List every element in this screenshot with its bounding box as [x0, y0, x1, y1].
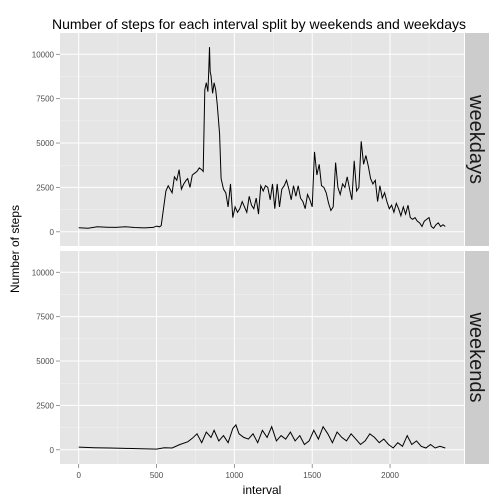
y-tick-label: 0 — [50, 446, 55, 455]
y-tick-label: 5000 — [36, 357, 54, 366]
chart-title: Number of steps for each interval split … — [52, 16, 466, 32]
y-tick-label: 10000 — [32, 268, 55, 277]
x-tick-label: 1000 — [225, 471, 243, 480]
strip-label-weekdays: weekdays — [465, 94, 487, 184]
y-axis-weekends: 0 2500 5000 7500 10000 — [32, 268, 60, 455]
y-tick-label: 2500 — [36, 183, 54, 192]
y-tick-label: 5000 — [36, 139, 54, 148]
panel-weekdays: weekdays — [60, 33, 489, 246]
x-axis: 0 500 1000 1500 2000 — [76, 464, 399, 480]
strip-label-weekends: weekends — [465, 311, 487, 402]
y-tick-label: 7500 — [36, 313, 54, 322]
y-tick-label: 10000 — [32, 50, 55, 59]
y-axis-weekdays: 0 2500 5000 7500 10000 — [32, 50, 60, 237]
x-tick-label: 1500 — [303, 471, 321, 480]
panel-weekends: weekends — [60, 251, 489, 464]
x-tick-label: 500 — [150, 471, 164, 480]
panel-background — [60, 33, 464, 246]
y-axis-title: Number of steps — [8, 205, 22, 293]
y-tick-label: 0 — [50, 228, 55, 237]
y-tick-label: 7500 — [36, 95, 54, 104]
y-tick-label: 2500 — [36, 401, 54, 410]
x-axis-title: interval — [243, 483, 282, 497]
x-tick-label: 0 — [76, 471, 81, 480]
x-tick-label: 2000 — [381, 471, 399, 480]
